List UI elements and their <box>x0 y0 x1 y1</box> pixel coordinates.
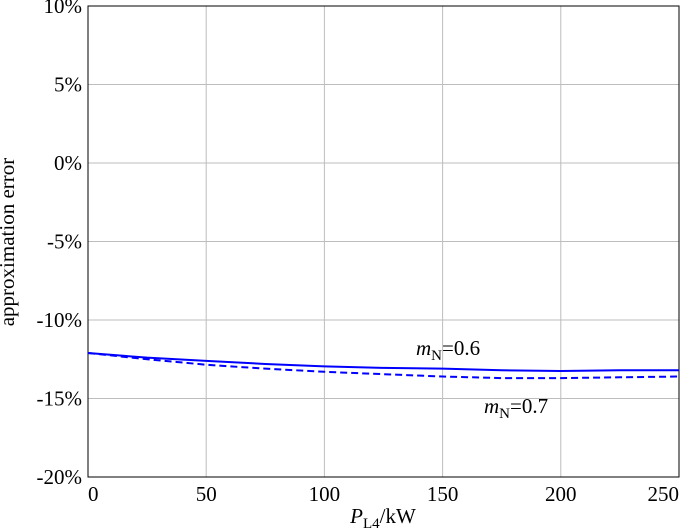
y-tick-label: -10% <box>37 308 83 332</box>
x-tick-label: 200 <box>545 482 577 506</box>
x-tick-label: 100 <box>309 482 341 506</box>
annotation-sub: N <box>499 406 510 422</box>
x-tick-label: 150 <box>427 482 459 506</box>
annotation: mN=0.7 <box>484 394 548 422</box>
x-label-unit: /kW <box>380 504 416 528</box>
annotation-text: =0.6 <box>442 336 480 360</box>
x-tick-label: 50 <box>196 482 217 506</box>
y-axis-label: approximation error <box>0 158 19 327</box>
x-tick-label: 0 <box>88 482 99 506</box>
annotation-sub: N <box>431 348 442 364</box>
x-label-sub: L4 <box>363 516 380 529</box>
annotation-var: m <box>484 394 499 418</box>
x-label-var: P <box>349 504 363 528</box>
y-tick-label: 0% <box>54 151 82 175</box>
x-tick-label: 250 <box>648 482 680 506</box>
x-axis-label: PL4/kW <box>349 504 416 529</box>
annotation-text: =0.7 <box>510 394 548 418</box>
series-line <box>87 351 680 380</box>
y-tick-label: -20% <box>37 465 83 489</box>
y-tick-label: -5% <box>47 230 82 254</box>
series-line <box>87 351 679 373</box>
y-tick-label: 5% <box>54 73 82 97</box>
y-tick-label: -15% <box>37 387 83 411</box>
plot-frame <box>87 5 680 478</box>
annotation: mN=0.6 <box>416 336 480 364</box>
y-tick-label: 10% <box>44 0 83 18</box>
annotation-var: m <box>416 336 431 360</box>
